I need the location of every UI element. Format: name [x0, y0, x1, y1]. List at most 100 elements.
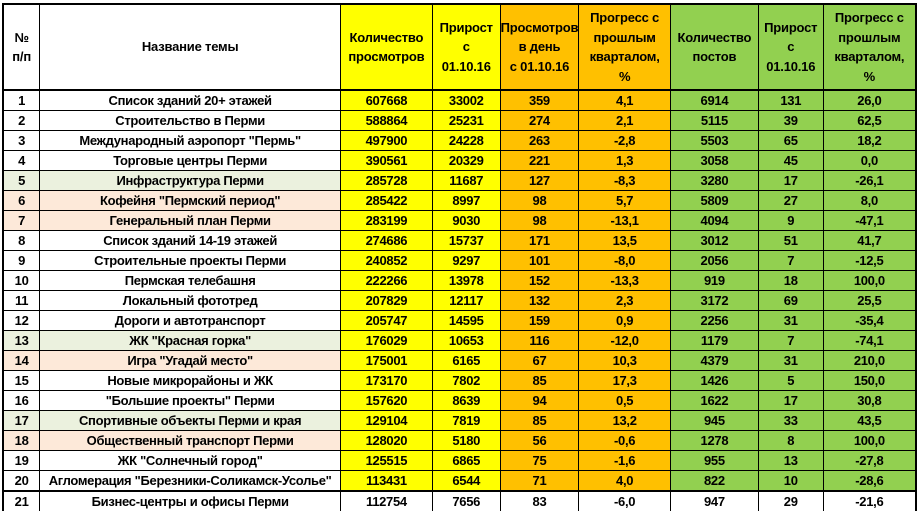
views-count-cell: 607668 [340, 89, 433, 111]
topic-name-cell: Спортивные объекты Перми и края [39, 410, 342, 431]
views-count-cell: 113431 [340, 470, 433, 492]
views-per-day-cell: 67 [499, 350, 580, 371]
posts-progress-cell: -26,1 [822, 170, 917, 191]
row-number-cell: 14 [2, 350, 41, 371]
posts-count-cell: 3058 [669, 150, 759, 171]
header-row: № п/п Название темы Количество просмотро… [2, 3, 917, 91]
views-per-day-cell: 159 [499, 310, 580, 331]
views-count-cell: 240852 [340, 250, 433, 271]
views-per-day-cell: 83 [499, 490, 580, 511]
header-topic-name: Название темы [39, 3, 342, 91]
views-progress-cell: -0,6 [578, 430, 671, 451]
views-progress-cell: 10,3 [578, 350, 671, 371]
posts-progress-cell: -47,1 [822, 210, 917, 231]
views-growth-cell: 12117 [431, 290, 501, 311]
header-views-count: Количество просмотров [340, 3, 433, 91]
row-number-cell: 1 [2, 89, 41, 111]
views-growth-cell: 7819 [431, 410, 501, 431]
topic-name-cell: ЖК "Красная горка" [39, 330, 342, 351]
table-row: 17 Спортивные объекты Перми и края 129104 7… [2, 410, 917, 431]
table-row: 12 Дороги и автотранспорт 205747 14595 159 0,… [2, 310, 917, 331]
views-growth-cell: 24228 [431, 130, 501, 151]
views-growth-cell: 8997 [431, 190, 501, 211]
topic-name-cell: Генеральный план Перми [39, 210, 342, 231]
header-views-growth: Прирост с 01.10.16 [431, 3, 501, 91]
table-row: 15 Новые микрорайоны и ЖК 173170 7802 85 17,3… [2, 370, 917, 391]
topic-name-cell: Инфраструктура Перми [39, 170, 342, 191]
views-count-cell: 157620 [340, 390, 433, 411]
posts-growth-cell: 31 [757, 350, 824, 371]
table-row: 8 Список зданий 14-19 этажей 274686 15737 17… [2, 230, 917, 251]
views-count-cell: 125515 [340, 450, 433, 471]
views-per-day-cell: 85 [499, 370, 580, 391]
views-count-cell: 129104 [340, 410, 433, 431]
posts-count-cell: 822 [669, 470, 759, 492]
views-progress-cell: 2,3 [578, 290, 671, 311]
posts-growth-cell: 69 [757, 290, 824, 311]
posts-growth-cell: 9 [757, 210, 824, 231]
views-progress-cell: -2,8 [578, 130, 671, 151]
views-progress-cell: 2,1 [578, 110, 671, 131]
header-posts-growth: Прирост с 01.10.16 [757, 3, 824, 91]
views-growth-cell: 5180 [431, 430, 501, 451]
posts-count-cell: 3172 [669, 290, 759, 311]
table-row: 3 Международный аэропорт "Пермь" 497900 242… [2, 130, 917, 151]
row-number-cell: 10 [2, 270, 41, 291]
views-per-day-cell: 221 [499, 150, 580, 171]
views-count-cell: 175001 [340, 350, 433, 371]
views-per-day-cell: 132 [499, 290, 580, 311]
posts-growth-cell: 33 [757, 410, 824, 431]
views-per-day-cell: 71 [499, 470, 580, 492]
views-per-day-cell: 127 [499, 170, 580, 191]
views-progress-cell: 0,5 [578, 390, 671, 411]
views-progress-cell: -12,0 [578, 330, 671, 351]
table-row: 2 Строительство в Перми 588864 25231 274 2,1 5… [2, 110, 917, 131]
posts-growth-cell: 17 [757, 390, 824, 411]
table-row: 9 Строительные проекты Перми 240852 9297 101… [2, 250, 917, 271]
table-row: 18 Общественный транспорт Перми 128020 5180… [2, 430, 917, 451]
table-row: 16 "Большие проекты" Перми 157620 8639 94 0,5… [2, 390, 917, 411]
row-number-cell: 21 [2, 490, 41, 511]
row-number-cell: 12 [2, 310, 41, 331]
views-per-day-cell: 98 [499, 190, 580, 211]
row-number-cell: 17 [2, 410, 41, 431]
header-posts-count: Количество постов [669, 3, 759, 91]
posts-count-cell: 919 [669, 270, 759, 291]
views-growth-cell: 6865 [431, 450, 501, 471]
views-per-day-cell: 94 [499, 390, 580, 411]
views-growth-cell: 9297 [431, 250, 501, 271]
posts-count-cell: 2056 [669, 250, 759, 271]
views-growth-cell: 15737 [431, 230, 501, 251]
topic-name-cell: "Большие проекты" Перми [39, 390, 342, 411]
topic-name-cell: Дороги и автотранспорт [39, 310, 342, 331]
views-growth-cell: 6544 [431, 470, 501, 492]
row-number-cell: 5 [2, 170, 41, 191]
posts-progress-cell: 0,0 [822, 150, 917, 171]
views-per-day-cell: 75 [499, 450, 580, 471]
table-row: 6 Кофейня "Пермский период" 285422 8997 98 5,… [2, 190, 917, 211]
posts-progress-cell: 30,8 [822, 390, 917, 411]
views-count-cell: 497900 [340, 130, 433, 151]
views-progress-cell: -6,0 [578, 490, 671, 511]
posts-count-cell: 3012 [669, 230, 759, 251]
views-count-cell: 588864 [340, 110, 433, 131]
views-count-cell: 285422 [340, 190, 433, 211]
views-progress-cell: -1,6 [578, 450, 671, 471]
posts-growth-cell: 45 [757, 150, 824, 171]
topic-name-cell: Пермская телебашня [39, 270, 342, 291]
views-progress-cell: -13,3 [578, 270, 671, 291]
row-number-cell: 6 [2, 190, 41, 211]
table-body: 1 Список зданий 20+ этажей 607668 33002 359 4… [2, 89, 917, 511]
row-number-cell: 8 [2, 230, 41, 251]
views-progress-cell: 1,3 [578, 150, 671, 171]
row-number-cell: 2 [2, 110, 41, 131]
topic-name-cell: Бизнес-центры и офисы Перми [39, 490, 342, 511]
topic-name-cell: Игра "Угадай место" [39, 350, 342, 371]
posts-count-cell: 1426 [669, 370, 759, 391]
views-progress-cell: 17,3 [578, 370, 671, 391]
posts-growth-cell: 5 [757, 370, 824, 391]
views-progress-cell: 0,9 [578, 310, 671, 331]
topic-name-cell: ЖК "Солнечный город" [39, 450, 342, 471]
posts-progress-cell: 41,7 [822, 230, 917, 251]
